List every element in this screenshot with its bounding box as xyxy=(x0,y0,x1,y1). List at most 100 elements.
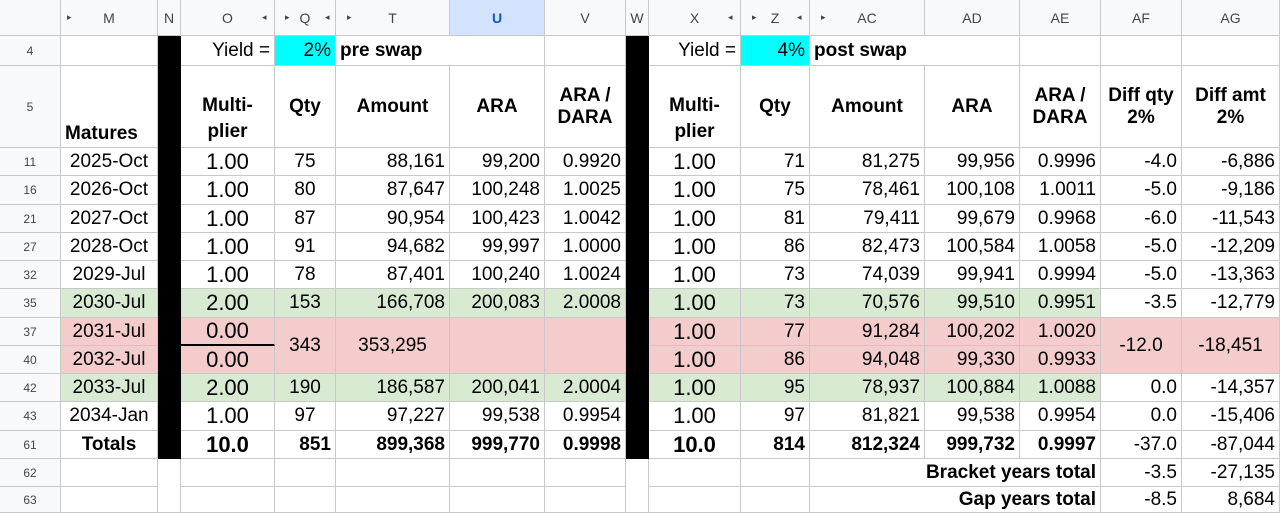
row-header[interactable]: 63 xyxy=(0,487,61,513)
diff-qty-cell[interactable]: -12.0 xyxy=(1101,318,1182,374)
ara-dara-cell[interactable]: 0.9996 xyxy=(1020,148,1101,176)
column-header-AC[interactable]: AC xyxy=(810,0,925,36)
qty-cell[interactable]: 343 xyxy=(275,318,336,374)
ara-cell[interactable]: 100,248 xyxy=(450,176,545,205)
cell[interactable] xyxy=(1182,36,1280,66)
hidden-columns-arrow-icon[interactable]: ▸ xyxy=(285,12,290,22)
header-ara-dara[interactable]: ARA / DARA xyxy=(545,66,626,148)
column-header-U[interactable]: U xyxy=(450,0,545,36)
yield-pre-input[interactable]: 2% xyxy=(275,36,336,66)
row-header[interactable]: 40 xyxy=(0,346,61,374)
multiplier-cell[interactable]: 1.00 xyxy=(649,261,741,289)
matures-cell[interactable]: 2033-Jul xyxy=(61,374,158,402)
cell[interactable] xyxy=(61,36,158,66)
total-ara-dara[interactable]: 0.9998 xyxy=(545,431,626,459)
amount-cell[interactable]: 78,461 xyxy=(810,176,925,205)
row-header[interactable]: 21 xyxy=(0,205,61,233)
amount-cell[interactable]: 90,954 xyxy=(336,205,450,233)
row-header[interactable]: 5 xyxy=(0,66,61,148)
diff-amt-cell[interactable]: -6,886 xyxy=(1182,148,1280,176)
gap-diff-qty[interactable]: -8.5 xyxy=(1101,487,1182,513)
hidden-columns-arrow-icon[interactable]: ▸ xyxy=(347,12,352,22)
diff-amt-cell[interactable]: -18,451 xyxy=(1182,318,1280,374)
qty-cell[interactable]: 91 xyxy=(275,233,336,261)
diff-amt-cell[interactable]: -12,209 xyxy=(1182,233,1280,261)
amount-cell[interactable]: 94,682 xyxy=(336,233,450,261)
amount-cell[interactable]: 79,411 xyxy=(810,205,925,233)
column-header-N[interactable]: N xyxy=(158,0,181,36)
hidden-columns-arrow-icon[interactable]: ▸ xyxy=(752,12,757,22)
amount-cell[interactable]: 88,161 xyxy=(336,148,450,176)
column-header-X[interactable]: X xyxy=(649,0,741,36)
multiplier-cell[interactable]: 1.00 xyxy=(181,261,275,289)
multiplier-cell[interactable]: 1.00 xyxy=(181,148,275,176)
total-ara[interactable]: 999,770 xyxy=(450,431,545,459)
multiplier-cell[interactable]: 1.00 xyxy=(649,374,741,402)
cell[interactable] xyxy=(545,36,626,66)
row-header[interactable]: 62 xyxy=(0,459,61,487)
diff-qty-cell[interactable]: -5.0 xyxy=(1101,261,1182,289)
amount-cell[interactable]: 70,576 xyxy=(810,289,925,318)
hidden-columns-arrow-icon[interactable]: ▸ xyxy=(821,12,826,22)
amount-cell[interactable]: 94,048 xyxy=(810,346,925,374)
ara-dara-cell[interactable]: 0.9954 xyxy=(545,402,626,431)
qty-cell[interactable]: 153 xyxy=(275,289,336,318)
ara-dara-cell[interactable]: 2.0008 xyxy=(545,289,626,318)
header-diff-qty[interactable]: Diff qty 2% xyxy=(1101,66,1182,148)
diff-amt-cell[interactable]: -13,363 xyxy=(1182,261,1280,289)
matures-cell[interactable]: 2029-Jul xyxy=(61,261,158,289)
ara-dara-cell[interactable] xyxy=(545,318,626,374)
diff-amt-cell[interactable]: -15,406 xyxy=(1182,402,1280,431)
qty-cell[interactable]: 73 xyxy=(741,261,810,289)
amount-cell[interactable]: 186,587 xyxy=(336,374,450,402)
amount-cell[interactable]: 82,473 xyxy=(810,233,925,261)
hidden-columns-arrow-icon[interactable]: ◂ xyxy=(728,12,733,22)
cell[interactable] xyxy=(336,487,450,513)
amount-cell[interactable]: 166,708 xyxy=(336,289,450,318)
header-qty[interactable]: Qty xyxy=(741,66,810,148)
ara-dara-cell[interactable]: 0.9951 xyxy=(1020,289,1101,318)
header-amount[interactable]: Amount xyxy=(336,66,450,148)
amount-cell[interactable]: 81,275 xyxy=(810,148,925,176)
ara-dara-cell[interactable]: 1.0011 xyxy=(1020,176,1101,205)
ara-dara-cell[interactable]: 1.0000 xyxy=(545,233,626,261)
row-header[interactable]: 16 xyxy=(0,176,61,205)
select-all-corner[interactable] xyxy=(0,0,61,36)
yield-label[interactable]: Yield = xyxy=(181,36,275,66)
row-header[interactable]: 43 xyxy=(0,402,61,431)
amount-cell[interactable]: 97,227 xyxy=(336,402,450,431)
hidden-columns-arrow-icon[interactable]: ◂ xyxy=(325,12,330,22)
matures-cell[interactable]: 2026-Oct xyxy=(61,176,158,205)
ara-cell[interactable]: 100,884 xyxy=(925,374,1020,402)
ara-cell[interactable]: 99,997 xyxy=(450,233,545,261)
ara-dara-cell[interactable]: 0.9954 xyxy=(1020,402,1101,431)
column-header-W[interactable]: W xyxy=(626,0,649,36)
multiplier-cell[interactable]: 1.00 xyxy=(649,346,741,374)
ara-cell[interactable]: 100,108 xyxy=(925,176,1020,205)
amount-cell[interactable]: 74,039 xyxy=(810,261,925,289)
amount-cell[interactable]: 78,937 xyxy=(810,374,925,402)
ara-cell[interactable]: 99,330 xyxy=(925,346,1020,374)
multiplier-cell[interactable]: 1.00 xyxy=(181,176,275,205)
column-header-AF[interactable]: AF xyxy=(1101,0,1182,36)
cell[interactable] xyxy=(649,459,741,487)
diff-amt-cell[interactable]: -14,357 xyxy=(1182,374,1280,402)
bracket-years-total-label[interactable]: Bracket years total xyxy=(810,459,1101,487)
cell[interactable] xyxy=(181,459,275,487)
cell[interactable] xyxy=(741,459,810,487)
ara-dara-cell[interactable]: 2.0004 xyxy=(545,374,626,402)
yield-post-input[interactable]: 4% xyxy=(741,36,810,66)
ara-cell[interactable]: 99,679 xyxy=(925,205,1020,233)
cell[interactable] xyxy=(450,487,545,513)
row-header[interactable]: 42 xyxy=(0,374,61,402)
total-qty[interactable]: 851 xyxy=(275,431,336,459)
ara-cell[interactable]: 100,240 xyxy=(450,261,545,289)
cell[interactable] xyxy=(275,459,336,487)
ara-cell[interactable]: 100,584 xyxy=(925,233,1020,261)
ara-dara-cell[interactable]: 0.9920 xyxy=(545,148,626,176)
multiplier-cell[interactable]: 2.00 xyxy=(181,374,275,402)
qty-cell[interactable]: 73 xyxy=(741,289,810,318)
cell[interactable] xyxy=(336,459,450,487)
header-ara[interactable]: ARA xyxy=(450,66,545,148)
multiplier-cell[interactable]: 1.00 xyxy=(649,148,741,176)
